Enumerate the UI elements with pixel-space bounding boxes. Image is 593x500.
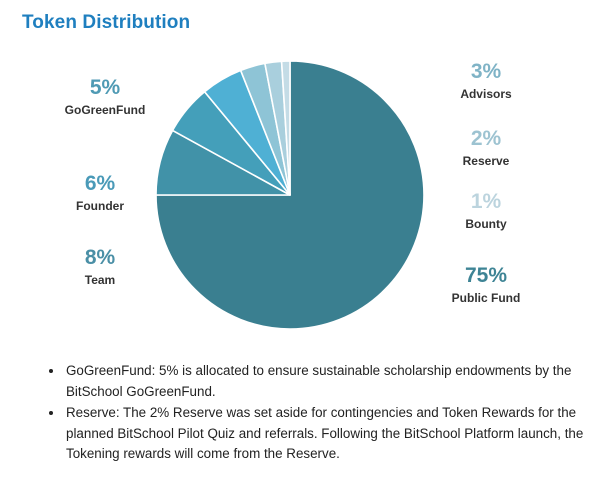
name-label-founder: Founder (76, 199, 124, 213)
note-gogreenfund: GoGreenFund: 5% is allocated to ensure s… (64, 361, 593, 402)
pct-label-team: 8% (84, 246, 116, 269)
note-reserve: Reserve: The 2% Reserve was set aside fo… (64, 403, 593, 465)
legend-label-team: 8% Team (60, 246, 140, 288)
pct-label-reserve: 2% (470, 127, 502, 150)
notes-list: GoGreenFund: 5% is allocated to ensure s… (38, 361, 593, 466)
chart-title: Token Distribution (22, 12, 191, 33)
pie-slice-bounty (280, 60, 291, 196)
name-label-advisors: Advisors (460, 87, 512, 101)
pct-label-public-fund: 75% (464, 264, 508, 287)
legend-label-bounty: 1% Bounty (446, 190, 526, 232)
legend-label-public-fund: 75% Public Fund (436, 264, 536, 306)
legend-label-founder: 6% Founder (60, 172, 140, 214)
name-label-reserve: Reserve (462, 154, 510, 168)
pct-label-bounty: 1% (470, 190, 502, 213)
name-label-team: Team (84, 273, 116, 287)
legend-label-gogreenfund: 5% GoGreenFund (60, 76, 150, 118)
pct-label-gogreenfund: 5% (89, 76, 121, 99)
name-label-public-fund: Public Fund (451, 291, 521, 305)
pct-label-founder: 6% (84, 172, 116, 195)
pie-chart (155, 60, 425, 330)
name-label-bounty: Bounty (465, 217, 507, 231)
legend-label-reserve: 2% Reserve (446, 127, 526, 169)
legend-label-advisors: 3% Advisors (446, 60, 526, 102)
name-label-gogreenfund: GoGreenFund (64, 103, 146, 117)
pct-label-advisors: 3% (470, 60, 502, 83)
